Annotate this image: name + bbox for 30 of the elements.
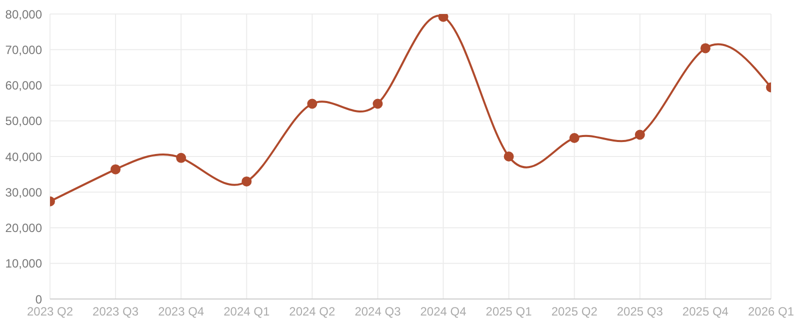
y-tick-label: 70,000 <box>5 42 42 57</box>
point <box>242 176 252 186</box>
x-tick-label: 2023 Q2 <box>26 304 74 319</box>
point <box>176 152 186 163</box>
point <box>504 152 514 162</box>
point <box>372 98 383 109</box>
x-tick-label: 2024 Q4 <box>420 304 467 319</box>
y-tick-label: 30,000 <box>5 185 42 200</box>
y-tick-label: 0 <box>35 292 42 306</box>
point <box>307 98 318 109</box>
x-tick-label: 2023 Q4 <box>158 304 204 319</box>
point <box>110 164 121 174</box>
y-tick-label: 80,000 <box>5 7 42 22</box>
point <box>569 132 580 143</box>
y-tick-label: 20,000 <box>5 221 42 236</box>
point <box>634 130 645 140</box>
x-tick-label: 2024 Q2 <box>289 304 336 319</box>
x-tick-label: 2025 Q1 <box>486 304 532 319</box>
x-tick-label: 2023 Q3 <box>92 304 139 319</box>
y-tick-label: 50,000 <box>5 114 42 128</box>
x-tick-label: 2024 Q3 <box>354 304 402 319</box>
y-tick-label: 60,000 <box>5 78 42 93</box>
y-tick-label: 10,000 <box>5 256 42 271</box>
y-tick-label: 40,000 <box>5 150 42 164</box>
x-tick-label: 2026 Q1 <box>748 304 794 319</box>
x-tick-label: 2025 Q3 <box>616 304 664 319</box>
x-tick-label: 2025 Q4 <box>682 304 729 319</box>
x-tick-label: 2024 Q1 <box>224 304 270 319</box>
x-tick-label: 2025 Q2 <box>551 304 598 319</box>
point <box>700 43 710 54</box>
